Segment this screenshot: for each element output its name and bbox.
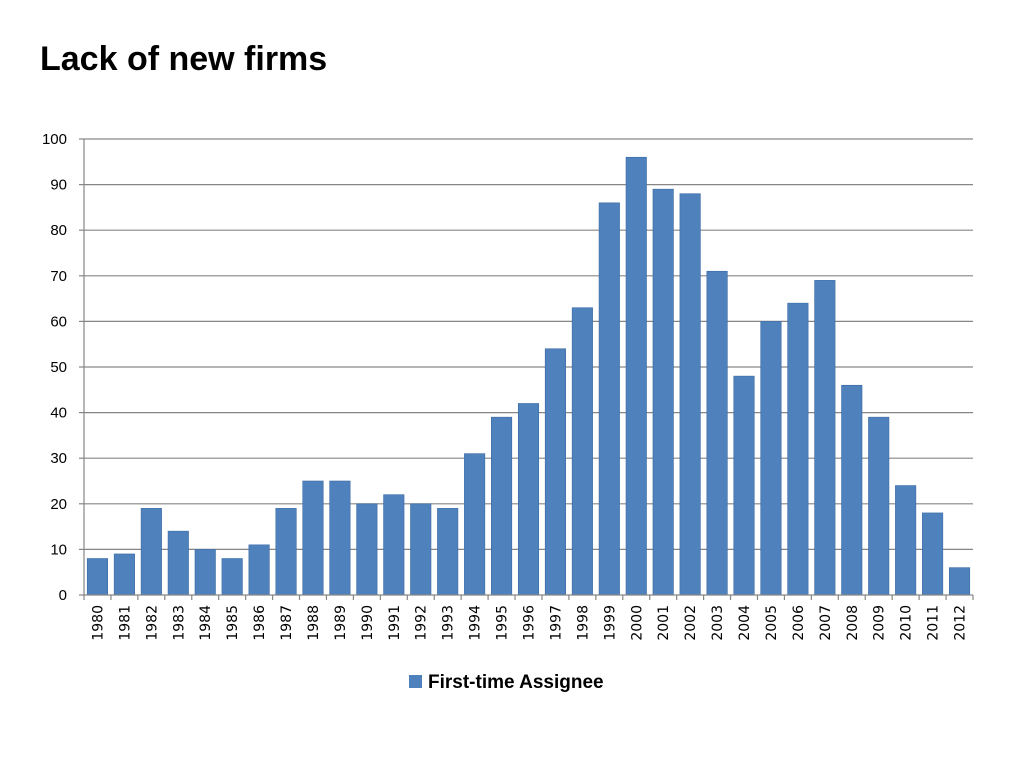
x-tick-label: 2007 <box>818 605 834 641</box>
bar <box>329 480 351 596</box>
x-tick-label: 1985 <box>225 605 241 641</box>
bar <box>517 403 540 596</box>
y-tick-label: 20 <box>50 496 67 513</box>
bar <box>356 503 378 596</box>
bar <box>437 508 459 596</box>
bar <box>679 193 701 596</box>
bar <box>167 530 189 596</box>
x-tick-label: 1981 <box>117 605 133 641</box>
y-tick-label: 0 <box>59 587 67 604</box>
x-tick-labels: 1980 1981 1982 1983 1984 1985 1986 1987 1988 1989… <box>90 605 968 641</box>
x-tick-label: 1998 <box>575 605 591 641</box>
bar <box>895 485 917 596</box>
x-tick-label: 2000 <box>629 605 645 641</box>
x-tick-label: 2012 <box>953 605 969 641</box>
bar <box>113 553 135 596</box>
bar <box>383 494 405 596</box>
bar <box>302 480 324 596</box>
bar <box>464 453 486 596</box>
legend-label: First-time Assignee <box>428 672 604 693</box>
x-tick-label: 2006 <box>791 605 807 641</box>
bars <box>86 156 971 596</box>
bar <box>868 416 890 596</box>
bar <box>86 558 109 596</box>
x-tick-label: 2008 <box>845 605 861 641</box>
x-tick-label: 2004 <box>737 605 753 641</box>
bar <box>652 188 674 596</box>
y-tick-label: 100 <box>42 131 67 148</box>
x-tick-label: 1999 <box>602 605 618 641</box>
x-tick-label: 1984 <box>198 605 214 641</box>
x-tick-label: 2011 <box>926 605 942 641</box>
x-tick-label: 2001 <box>656 605 672 641</box>
x-tick-label: 1994 <box>468 605 484 641</box>
slide-title: Lack of new firms <box>40 40 328 78</box>
bar <box>841 384 863 596</box>
y-tick-label: 80 <box>50 222 67 239</box>
y-tick-label: 10 <box>50 541 67 558</box>
bar <box>625 156 647 596</box>
x-tick-label: 1983 <box>171 605 187 641</box>
bar <box>922 512 944 596</box>
bar <box>598 202 620 596</box>
bar <box>733 375 755 596</box>
y-tick-labels: 0 10 20 30 40 50 60 70 80 90 100 <box>42 131 67 604</box>
x-tick-label: 1982 <box>144 605 160 641</box>
bar <box>544 348 566 596</box>
bar <box>194 549 216 596</box>
x-tick-label: 1987 <box>279 605 295 641</box>
x-tick-label: 1995 <box>495 605 511 641</box>
axes <box>79 138 974 600</box>
legend-swatch <box>409 675 422 688</box>
x-tick-label: 1996 <box>522 605 538 641</box>
y-tick-label: 50 <box>50 359 67 376</box>
x-tick-label: 1990 <box>360 605 376 641</box>
bar <box>491 416 513 596</box>
legend: First-time Assignee <box>409 672 604 693</box>
y-tick-label: 30 <box>50 450 67 467</box>
x-tick-label: 1988 <box>306 605 322 641</box>
x-tick-label: 1997 <box>548 605 564 641</box>
bar <box>948 567 971 596</box>
bar <box>275 508 297 596</box>
x-tick-label: 1992 <box>414 605 430 641</box>
x-tick-label: 2002 <box>683 605 699 641</box>
bar <box>760 321 782 596</box>
bar <box>221 558 243 596</box>
x-tick-label: 1991 <box>387 605 403 641</box>
x-tick-label: 1989 <box>333 605 349 641</box>
y-tick-label: 40 <box>50 405 67 422</box>
y-tick-label: 90 <box>50 177 67 194</box>
x-tick-label: 2005 <box>764 605 780 641</box>
x-tick-label: 1980 <box>90 605 106 641</box>
bar <box>787 302 809 596</box>
x-tick-label: 1993 <box>441 605 457 641</box>
x-tick-label: 1986 <box>252 605 268 641</box>
bar <box>814 280 836 596</box>
x-tick-label: 2010 <box>899 605 915 641</box>
x-tick-label: 2009 <box>872 605 888 641</box>
y-tick-label: 60 <box>50 313 67 330</box>
x-tick-label: 2003 <box>710 605 726 641</box>
bar <box>248 544 270 596</box>
bar <box>410 503 432 596</box>
bar <box>706 270 728 596</box>
bar <box>140 508 162 596</box>
y-tick-label: 70 <box>50 268 67 285</box>
bar <box>571 307 593 596</box>
